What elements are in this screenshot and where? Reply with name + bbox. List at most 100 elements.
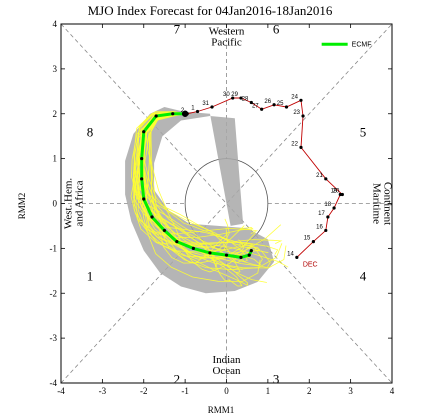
- ensemble-mean-marker: [175, 240, 179, 244]
- observed-day-label: 21: [316, 173, 323, 179]
- observed-track-layer: 14151617181920212223242526272829303112DE…: [181, 92, 344, 268]
- observed-day-label: 29: [231, 92, 238, 98]
- observed-day-marker: [295, 255, 299, 259]
- ensemble-mean-marker: [142, 130, 146, 134]
- ensemble-mean-marker: [249, 249, 253, 253]
- ensemble-mean-marker: [171, 112, 175, 116]
- observed-day-marker: [272, 103, 276, 107]
- observed-day-marker: [210, 105, 214, 109]
- ensemble-mean-marker: [239, 255, 243, 259]
- ensemble-mean-marker: [224, 253, 229, 257]
- region-label-right: Continent: [381, 182, 393, 225]
- observed-day-label: 15: [304, 236, 311, 242]
- observed-day-label: 23: [293, 110, 300, 116]
- x-tick-label: 0: [224, 386, 229, 396]
- observed-day-marker: [284, 105, 289, 109]
- observed-day-marker: [326, 215, 330, 219]
- observed-day-label: 22: [291, 141, 298, 147]
- ensemble-mean-marker: [247, 253, 251, 257]
- ensemble-mean-marker: [154, 114, 158, 118]
- observed-day-marker: [311, 240, 315, 244]
- ensemble-mean-marker: [162, 228, 167, 233]
- ensemble-member-line: [145, 112, 279, 255]
- ensemble-mean-marker: [208, 251, 212, 255]
- x-axis-label: RMM1: [208, 405, 235, 415]
- ensemble-mean-marker: [150, 215, 154, 219]
- observed-day-label: 30: [223, 92, 230, 98]
- observed-day-marker: [324, 177, 328, 181]
- phase-label: 4: [360, 268, 367, 283]
- region-label-right: Maritime: [370, 183, 382, 224]
- observed-day-label: 25: [277, 101, 284, 107]
- phase-label: 1: [87, 268, 94, 283]
- ensemble-member-line: [136, 113, 243, 270]
- phase-label: 8: [87, 125, 94, 140]
- region-label-left: West. Hem.: [62, 178, 74, 230]
- phase-label: 2: [174, 372, 181, 387]
- observed-day-label: 26: [264, 99, 271, 105]
- observed-day-label: 17: [318, 211, 325, 217]
- region-label-bottom: Indian: [212, 354, 241, 366]
- y-tick-label: 0: [53, 199, 58, 209]
- observed-day-label: 14: [287, 251, 294, 257]
- ensemble-mean-marker: [181, 110, 189, 117]
- observed-day-label: 28: [242, 97, 249, 103]
- observed-month-label: DEC: [303, 261, 318, 268]
- y-tick-label: -4: [50, 378, 58, 388]
- x-tick-label: 4: [390, 386, 395, 396]
- phase-divider-diagonal-1: [60, 23, 393, 384]
- region-label-top: Pacific: [211, 36, 242, 48]
- x-tick-label: 1: [266, 386, 271, 396]
- ensemble-member-line: [131, 113, 218, 269]
- y-tick-label: -2: [50, 288, 58, 298]
- ensemble-mean-marker: [142, 197, 146, 201]
- observed-day-label: 24: [291, 94, 298, 100]
- ensemble-mean-marker: [191, 246, 195, 250]
- observed-day-label: 19: [331, 189, 338, 195]
- region-label-left: and Africa: [73, 180, 85, 226]
- region-label-top: Western: [209, 25, 245, 37]
- phase-label: 5: [360, 125, 367, 140]
- observed-day-marker: [332, 206, 336, 210]
- observed-day-marker: [324, 228, 328, 233]
- observed-day-label: 1: [191, 106, 195, 112]
- observed-day-label: 18: [324, 202, 331, 208]
- observed-day-marker: [301, 114, 305, 118]
- ensemble-mean-marker: [140, 177, 144, 181]
- x-tick-label: -3: [99, 386, 107, 396]
- ensemble-mean-layer: [140, 110, 253, 259]
- x-tick-label: -4: [57, 386, 65, 396]
- observed-day-label: 31: [202, 101, 209, 107]
- observed-day-marker: [195, 109, 200, 114]
- x-tick-label: -2: [140, 386, 148, 396]
- y-tick-label: 1: [53, 154, 58, 164]
- ensemble-mean-marker: [140, 157, 144, 161]
- x-tick-label: -1: [181, 386, 189, 396]
- observed-day-marker: [299, 145, 303, 150]
- x-tick-label: 3: [348, 386, 353, 396]
- observed-day-label: 2: [181, 108, 185, 114]
- observed-day-marker: [231, 96, 235, 100]
- region-label-bottom: Ocean: [212, 365, 241, 377]
- phase-label: 6: [273, 21, 280, 36]
- legend-ecmf-label: ECMF: [352, 42, 372, 49]
- observed-day-marker: [260, 107, 264, 111]
- observed-day-marker: [239, 96, 243, 100]
- observed-day-marker: [340, 192, 344, 197]
- observed-day-label: 27: [252, 103, 259, 109]
- phase-divider-diagonal-2: [60, 23, 393, 384]
- phase-label: 3: [273, 372, 280, 387]
- y-axis-label: RMM2: [17, 193, 27, 220]
- observed-day-marker: [249, 100, 253, 105]
- observed-day-label: 16: [316, 224, 323, 230]
- y-tick-label: 4: [53, 19, 58, 29]
- y-tick-label: 2: [53, 109, 58, 119]
- observed-day-label: 20: [333, 189, 340, 195]
- ensemble-mean-line: [140, 112, 253, 259]
- ensemble-member-line: [137, 112, 261, 259]
- y-tick-label: 3: [53, 64, 58, 74]
- chart-title: MJO Index Forecast for 04Jan2016-18Jan20…: [88, 3, 333, 18]
- y-tick-label: -1: [50, 243, 58, 253]
